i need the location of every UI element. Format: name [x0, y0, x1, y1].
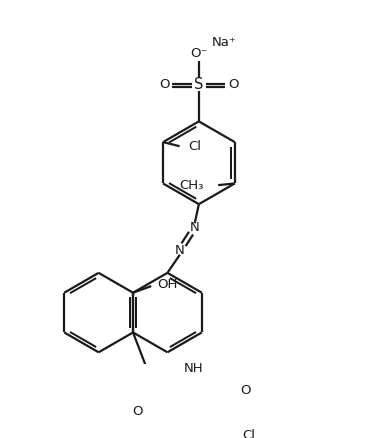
- Text: O: O: [228, 78, 239, 91]
- Text: O⁻: O⁻: [190, 47, 208, 60]
- Text: O: O: [159, 78, 170, 91]
- Text: NH: NH: [183, 362, 203, 375]
- Text: N: N: [175, 244, 185, 257]
- Text: O: O: [133, 406, 143, 418]
- Text: CH₃: CH₃: [179, 179, 203, 191]
- Text: S: S: [194, 77, 204, 92]
- Text: Na⁺: Na⁺: [211, 36, 236, 49]
- Text: O: O: [241, 384, 251, 397]
- Text: OH: OH: [158, 278, 178, 291]
- Text: N: N: [190, 221, 200, 234]
- Text: Cl: Cl: [242, 428, 255, 438]
- Text: Cl: Cl: [188, 140, 201, 153]
